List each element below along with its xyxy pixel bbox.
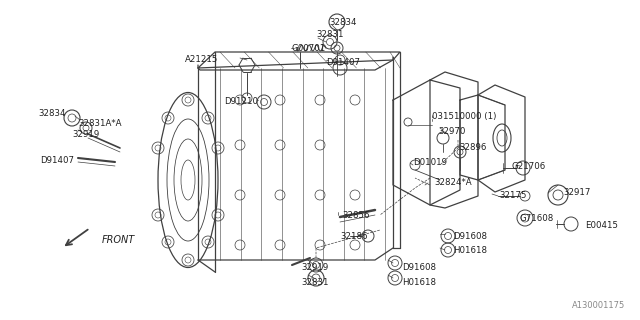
Text: 32919: 32919	[301, 263, 328, 272]
Text: H01618: H01618	[453, 246, 487, 255]
Text: 32831: 32831	[316, 30, 344, 39]
Text: G71608: G71608	[519, 214, 553, 223]
Text: 32919: 32919	[72, 130, 99, 139]
Text: 031510000 (1): 031510000 (1)	[432, 112, 497, 121]
Text: D91407: D91407	[40, 156, 74, 165]
Text: H01618: H01618	[402, 278, 436, 287]
Text: 32824*A: 32824*A	[434, 178, 472, 187]
Text: E00415: E00415	[585, 221, 618, 230]
Text: G21706: G21706	[511, 162, 545, 171]
Text: 32856: 32856	[342, 211, 369, 220]
Text: 32831A*A: 32831A*A	[78, 119, 122, 128]
Text: D91210: D91210	[224, 97, 258, 106]
Text: 32834: 32834	[38, 109, 65, 118]
Text: 32970: 32970	[438, 127, 465, 136]
Text: 32175: 32175	[499, 191, 527, 200]
Text: D01019: D01019	[413, 158, 447, 167]
Text: A21215: A21215	[185, 55, 218, 64]
Text: 32186: 32186	[340, 232, 367, 241]
Text: FRONT: FRONT	[102, 235, 135, 245]
Text: D91608: D91608	[402, 263, 436, 272]
Text: D91608: D91608	[453, 232, 487, 241]
Text: 32896: 32896	[459, 143, 486, 152]
Text: G00701: G00701	[291, 44, 325, 53]
Text: 32834: 32834	[329, 18, 356, 27]
Text: 32917: 32917	[563, 188, 590, 197]
Text: D91407: D91407	[326, 58, 360, 67]
Text: 32831: 32831	[301, 278, 328, 287]
Text: A130001175: A130001175	[572, 301, 625, 310]
